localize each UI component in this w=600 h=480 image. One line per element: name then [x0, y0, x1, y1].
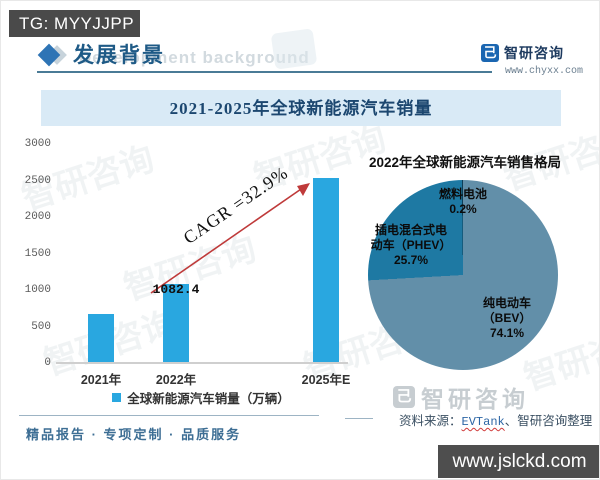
pie-label-line: （BEV） — [482, 311, 532, 325]
pie-label-phev: 插电混合式电 动车（PHEV） 25.7% — [349, 223, 473, 268]
pie-label-line: 插电混合式电 — [374, 223, 447, 237]
pie-label-line: 0.2% — [449, 202, 477, 216]
header-divider — [37, 71, 492, 73]
bar-2025年E — [313, 177, 339, 363]
y-axis-tick-label: 0 — [44, 357, 51, 369]
bar-2022年 — [163, 283, 189, 363]
bar-chart-legend: 全球新能源汽车销量（万辆） — [86, 388, 316, 407]
site-url-badge: www.jslckd.com — [438, 445, 599, 478]
legend-label: 全球新能源汽车销量（万辆） — [127, 392, 290, 406]
y-axis-tick-label: 500 — [31, 320, 51, 333]
chart-banner-title: 2021-2025年全球新能源汽车销量 — [41, 90, 561, 126]
pie-label-line: 纯电动车 — [482, 296, 531, 310]
brand-block: 己 智研咨询 www.chyxx.com — [481, 43, 583, 77]
page-title: 发展背景 — [73, 44, 165, 67]
header-watermark-text: Development background — [79, 48, 310, 67]
tg-badge: TG: MYYJJPP — [9, 10, 140, 37]
pie-chart — [368, 180, 558, 370]
x-axis-tick-label: 2021年 — [80, 373, 122, 387]
footer-divider — [19, 415, 319, 416]
section-diamond-icon — [37, 43, 69, 67]
brand-watermark-name: 智研咨询 — [421, 386, 529, 412]
y-axis-tick-label: 1500 — [24, 247, 51, 260]
y-axis-tick-label: 3000 — [24, 138, 51, 150]
footer-brand-watermark: 己 智研咨询 — [393, 380, 529, 414]
source-rest: 、智研咨询整理 — [504, 414, 593, 428]
footer-divider-segment — [345, 418, 373, 419]
pie-label-line: 燃料电池 — [438, 187, 487, 201]
source-evtank: EVTank — [461, 415, 505, 429]
y-axis-tick-label: 1000 — [24, 284, 51, 296]
cagr-arrow — [150, 183, 310, 294]
y-axis-tick-label: 2500 — [24, 174, 51, 187]
source-label: 资料来源： — [399, 414, 462, 428]
brand-name: 智研咨询 — [504, 45, 564, 61]
brand-url: www.chyxx.com — [505, 66, 584, 77]
footer-tagline: 精品报告 · 专项定制 · 品质服务 — [26, 427, 242, 442]
brand-logo-icon: 己 — [393, 386, 415, 408]
pie-label-line: 25.7% — [393, 253, 429, 267]
bar-value-label: 1082.4 — [152, 281, 200, 297]
data-source: 资料来源：EVTank、智研咨询整理 — [399, 410, 592, 429]
pie-chart-title: 2022年全球新能源汽车销售格局 — [368, 155, 562, 170]
x-axis-tick-label: 2025年E — [301, 373, 351, 387]
pie-label-line: 74.1% — [489, 326, 525, 340]
header-logo-ghost — [270, 28, 318, 70]
pie-label-bev: 纯电动车 （BEV） 74.1% — [456, 296, 558, 341]
y-axis-tick-label: 2000 — [24, 211, 51, 223]
x-axis-line — [56, 362, 348, 364]
bar-2021年 — [88, 314, 114, 363]
legend-swatch — [112, 393, 122, 402]
brand-logo-icon: 己 — [481, 44, 499, 62]
x-axis-tick-label: 2022年 — [155, 373, 197, 387]
pie-label-fuel-cell: 燃料电池 0.2% — [421, 187, 505, 217]
pie-label-line: 动车（PHEV） — [370, 238, 452, 252]
